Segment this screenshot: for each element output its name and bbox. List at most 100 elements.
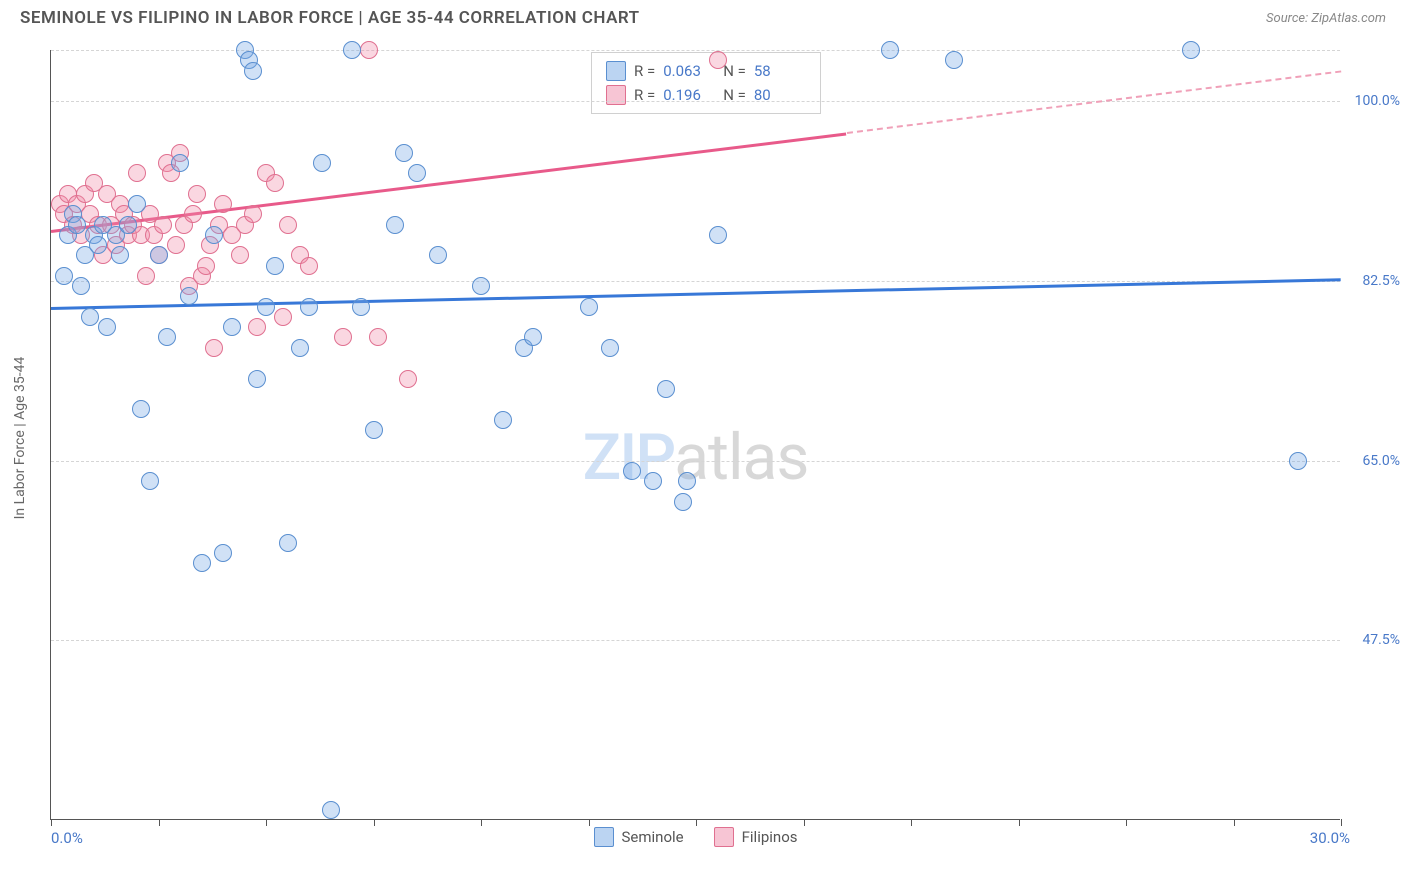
data-point-seminole [180, 287, 198, 305]
data-point-seminole [81, 308, 99, 326]
data-point-filipinos [197, 257, 215, 275]
data-point-seminole [119, 216, 137, 234]
data-point-seminole [386, 216, 404, 234]
gridline [51, 640, 1340, 641]
data-point-seminole [313, 154, 331, 172]
data-point-seminole [365, 421, 383, 439]
data-point-seminole [279, 534, 297, 552]
data-point-seminole [1182, 41, 1200, 59]
data-point-filipinos [214, 195, 232, 213]
legend-swatch-icon [606, 61, 626, 81]
data-point-filipinos [188, 185, 206, 203]
x-tick [804, 819, 805, 826]
data-point-seminole [429, 246, 447, 264]
chart-title: SEMINOLE VS FILIPINO IN LABOR FORCE | AG… [20, 8, 640, 28]
data-point-seminole [291, 339, 309, 357]
legend-row-seminole: R = 0.063 N = 58 [606, 59, 806, 83]
data-point-seminole [395, 144, 413, 162]
data-point-seminole [214, 544, 232, 562]
data-point-seminole [623, 462, 641, 480]
y-axis-title: In Labor Force | Age 35-44 [12, 357, 28, 520]
data-point-filipinos [167, 236, 185, 254]
chart-header: SEMINOLE VS FILIPINO IN LABOR FORCE | AG… [0, 0, 1406, 32]
x-tick [266, 819, 267, 826]
y-axis-label: 100.0% [1355, 93, 1400, 109]
y-axis-label: 82.5% [1362, 273, 1400, 289]
legend-item-seminole: Seminole [594, 827, 684, 847]
data-point-seminole [244, 62, 262, 80]
x-axis-min-label: 0.0% [51, 829, 83, 847]
source-attribution: Source: ZipAtlas.com [1266, 11, 1386, 26]
data-point-filipinos [274, 308, 292, 326]
data-point-filipinos [184, 205, 202, 223]
data-point-seminole [709, 226, 727, 244]
series-legend: Seminole Filipinos [594, 827, 798, 847]
data-point-seminole [657, 380, 675, 398]
data-point-filipinos [266, 174, 284, 192]
data-point-seminole [132, 400, 150, 418]
data-point-seminole [248, 370, 266, 388]
data-point-seminole [601, 339, 619, 357]
data-point-seminole [494, 411, 512, 429]
correlation-legend: R = 0.063 N = 58 R = 0.196 N = 80 [591, 52, 821, 114]
data-point-filipinos [248, 318, 266, 336]
data-point-seminole [89, 236, 107, 254]
data-point-seminole [644, 472, 662, 490]
data-point-filipinos [334, 328, 352, 346]
data-point-seminole [55, 267, 73, 285]
data-point-seminole [205, 226, 223, 244]
data-point-seminole [408, 164, 426, 182]
legend-swatch-icon [714, 827, 734, 847]
data-point-filipinos [205, 339, 223, 357]
data-point-filipinos [360, 41, 378, 59]
x-tick [374, 819, 375, 826]
data-point-seminole [150, 246, 168, 264]
x-tick [1234, 819, 1235, 826]
data-point-seminole [674, 493, 692, 511]
x-tick [1019, 819, 1020, 826]
data-point-seminole [171, 154, 189, 172]
legend-item-filipinos: Filipinos [714, 827, 798, 847]
data-point-seminole [68, 216, 86, 234]
gridline [51, 101, 1340, 102]
legend-row-filipinos: R = 0.196 N = 80 [606, 83, 806, 107]
scatter-chart: ZIPatlas R = 0.063 N = 58 R = 0.196 N = … [50, 50, 1340, 820]
trend-line [51, 278, 1341, 310]
data-point-seminole [158, 328, 176, 346]
data-point-seminole [72, 277, 90, 295]
data-point-filipinos [231, 246, 249, 264]
x-tick [1126, 819, 1127, 826]
x-tick [159, 819, 160, 826]
x-tick [911, 819, 912, 826]
gridline [51, 461, 1340, 462]
data-point-seminole [300, 298, 318, 316]
data-point-seminole [98, 318, 116, 336]
x-tick [481, 819, 482, 826]
data-point-seminole [223, 318, 241, 336]
x-tick [696, 819, 697, 826]
data-point-seminole [266, 257, 284, 275]
data-point-seminole [128, 195, 146, 213]
data-point-seminole [881, 41, 899, 59]
data-point-filipinos [399, 370, 417, 388]
data-point-seminole [945, 51, 963, 69]
x-tick [589, 819, 590, 826]
data-point-filipinos [300, 257, 318, 275]
data-point-seminole [111, 246, 129, 264]
data-point-seminole [352, 298, 370, 316]
data-point-filipinos [244, 205, 262, 223]
data-point-filipinos [128, 164, 146, 182]
data-point-seminole [524, 328, 542, 346]
data-point-seminole [193, 554, 211, 572]
data-point-seminole [472, 277, 490, 295]
data-point-filipinos [369, 328, 387, 346]
data-point-filipinos [137, 267, 155, 285]
x-axis-max-label: 30.0% [1310, 829, 1350, 847]
x-tick [1341, 819, 1342, 826]
data-point-filipinos [709, 51, 727, 69]
data-point-seminole [343, 41, 361, 59]
data-point-seminole [678, 472, 696, 490]
data-point-seminole [1289, 452, 1307, 470]
legend-swatch-icon [594, 827, 614, 847]
y-axis-label: 65.0% [1362, 453, 1400, 469]
